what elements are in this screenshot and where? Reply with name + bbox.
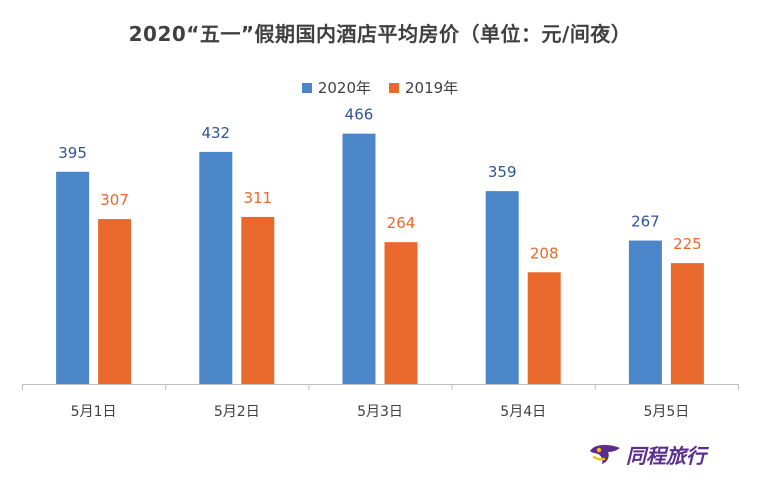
bar-2020年-5月4日 [485,191,519,384]
data-label: 395 [58,144,87,162]
x-tick-label: 5月3日 [357,404,403,420]
brand-name: 同程旅行 [626,444,706,468]
data-label: 267 [631,213,660,231]
data-label: 359 [488,163,517,181]
bar-2019年-5月5日 [670,263,704,384]
data-label: 225 [673,235,702,253]
x-tick-label: 5月1日 [71,404,117,420]
x-tick-label: 5月5日 [643,404,689,420]
data-label: 311 [243,189,272,207]
brand-logo: 同程旅行 [588,440,706,469]
data-label: 307 [100,191,129,209]
legend-swatch-2020 [301,82,312,93]
legend-item-2020: 2020年 [301,77,371,98]
legend-swatch-2019 [389,82,399,93]
legend: 2020年 2019年 [0,77,760,98]
chart-title: 2020“五一”假期国内酒店平均房价（单位：元/间夜） [128,22,632,46]
data-label: 264 [387,214,416,232]
bar-2020年-5月2日 [199,151,233,384]
x-tick-label: 5月4日 [500,404,546,420]
x-tick-label: 5月2日 [214,404,260,420]
bar-2020年-5月3日 [342,133,376,384]
tongcheng-logo-icon [590,444,620,464]
legend-label-2019: 2019年 [405,79,459,97]
data-label: 432 [201,124,230,142]
bar-2019年-5月1日 [98,219,132,384]
bar-2019年-5月3日 [384,242,418,384]
data-label: 208 [530,244,559,262]
bar-2019年-5月4日 [527,272,561,384]
data-label: 466 [345,106,374,124]
bar-2019年-5月2日 [241,216,275,384]
bar-2020年-5月5日 [628,240,662,384]
legend-label-2020: 2020年 [317,79,371,97]
legend-item-2019: 2019年 [389,77,458,98]
bar-2020年-5月1日 [56,171,90,384]
